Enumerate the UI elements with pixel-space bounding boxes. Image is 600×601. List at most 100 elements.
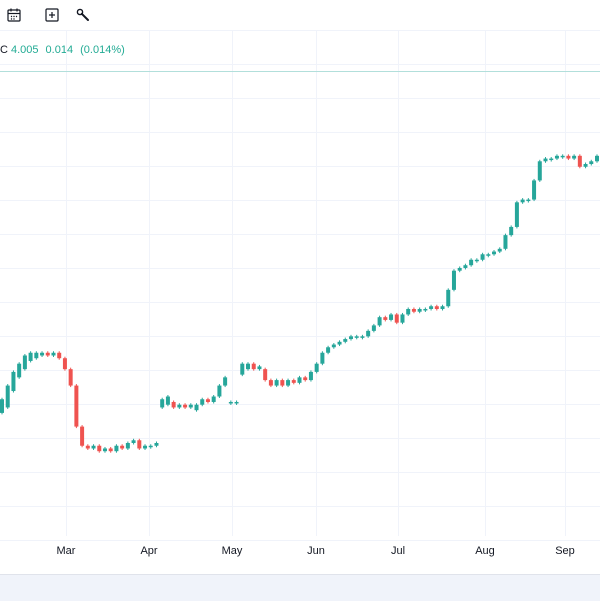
candle bbox=[40, 352, 45, 356]
candle bbox=[400, 314, 405, 323]
change-percent: (0.014%) bbox=[80, 44, 125, 56]
add-indicator-icon bbox=[45, 8, 59, 22]
candle bbox=[74, 385, 79, 427]
candle bbox=[5, 385, 10, 408]
candle bbox=[486, 254, 491, 256]
candle bbox=[492, 251, 497, 255]
candle bbox=[194, 404, 199, 411]
wrench-icon bbox=[76, 8, 89, 21]
candle bbox=[520, 199, 525, 203]
candle bbox=[291, 380, 296, 383]
candle bbox=[509, 226, 514, 236]
candle bbox=[160, 399, 165, 408]
candle bbox=[257, 366, 262, 370]
candle bbox=[91, 445, 96, 449]
candle bbox=[154, 443, 159, 446]
price-chart[interactable]: Mar Apr May Jun Jul Aug Sep bbox=[0, 30, 600, 574]
candle bbox=[560, 155, 565, 158]
x-tick-label: Aug bbox=[475, 545, 495, 557]
x-tick-label: Apr bbox=[140, 545, 157, 557]
candle bbox=[246, 363, 251, 370]
candle bbox=[34, 352, 39, 359]
candle bbox=[577, 155, 582, 167]
candle bbox=[377, 317, 382, 326]
candle bbox=[463, 265, 468, 268]
candle bbox=[108, 448, 113, 452]
candle bbox=[503, 235, 508, 249]
candle bbox=[200, 399, 205, 405]
candle bbox=[0, 399, 4, 413]
candle bbox=[234, 401, 239, 404]
candle bbox=[429, 306, 434, 309]
x-tick-label: Mar bbox=[57, 545, 76, 557]
candle bbox=[45, 352, 50, 356]
candle bbox=[480, 254, 485, 260]
candle bbox=[85, 445, 90, 449]
bottom-scrollbar[interactable] bbox=[0, 574, 600, 601]
candle bbox=[572, 155, 577, 159]
candle bbox=[446, 289, 451, 307]
candle bbox=[583, 164, 588, 167]
candle bbox=[28, 352, 33, 361]
candle bbox=[183, 404, 188, 408]
candle bbox=[326, 347, 331, 353]
candle bbox=[62, 358, 67, 370]
add-indicator-button[interactable] bbox=[41, 4, 63, 26]
candle bbox=[286, 380, 291, 386]
candle bbox=[331, 344, 336, 348]
candle bbox=[11, 371, 16, 392]
candle bbox=[165, 396, 170, 405]
candle bbox=[177, 404, 182, 408]
candle bbox=[394, 314, 399, 323]
candle bbox=[280, 380, 285, 386]
close-value: 4.005 bbox=[10, 44, 39, 56]
candle bbox=[320, 352, 325, 364]
candle bbox=[348, 336, 353, 340]
candle bbox=[251, 363, 256, 370]
calendar-icon bbox=[7, 8, 21, 22]
candle bbox=[383, 317, 388, 320]
close-label: C bbox=[0, 44, 8, 56]
candle bbox=[188, 404, 193, 408]
candle bbox=[125, 443, 130, 449]
candle bbox=[148, 445, 153, 448]
candle bbox=[589, 161, 594, 165]
candle bbox=[423, 308, 428, 311]
date-range-button[interactable] bbox=[3, 4, 25, 26]
candle bbox=[566, 155, 571, 159]
candle bbox=[497, 248, 502, 252]
candle bbox=[537, 161, 542, 181]
candle bbox=[406, 308, 411, 315]
candle bbox=[143, 445, 148, 449]
candle bbox=[543, 158, 548, 162]
candle bbox=[131, 440, 136, 444]
candle bbox=[451, 270, 456, 290]
candle bbox=[343, 339, 348, 342]
candle bbox=[268, 380, 273, 386]
candle bbox=[360, 336, 365, 338]
candle bbox=[417, 308, 422, 312]
candle bbox=[314, 363, 319, 372]
candle bbox=[114, 445, 119, 452]
candle bbox=[303, 377, 308, 381]
candle bbox=[263, 369, 268, 381]
candle bbox=[51, 352, 56, 356]
x-tick-label: May bbox=[222, 545, 243, 557]
candle bbox=[274, 380, 279, 386]
candle bbox=[17, 363, 22, 378]
candle bbox=[308, 371, 313, 381]
candle bbox=[217, 385, 222, 397]
candle bbox=[205, 399, 210, 402]
candle bbox=[120, 445, 125, 449]
x-tick-label: Jul bbox=[391, 545, 405, 557]
candle bbox=[554, 155, 559, 159]
candle bbox=[366, 330, 371, 337]
candle bbox=[371, 325, 376, 331]
candle bbox=[171, 401, 176, 408]
settings-button[interactable] bbox=[72, 4, 94, 26]
candle bbox=[211, 396, 216, 402]
x-tick-label: Sep bbox=[555, 545, 575, 557]
candle bbox=[434, 306, 439, 309]
candle bbox=[97, 445, 102, 452]
candle bbox=[411, 308, 416, 312]
